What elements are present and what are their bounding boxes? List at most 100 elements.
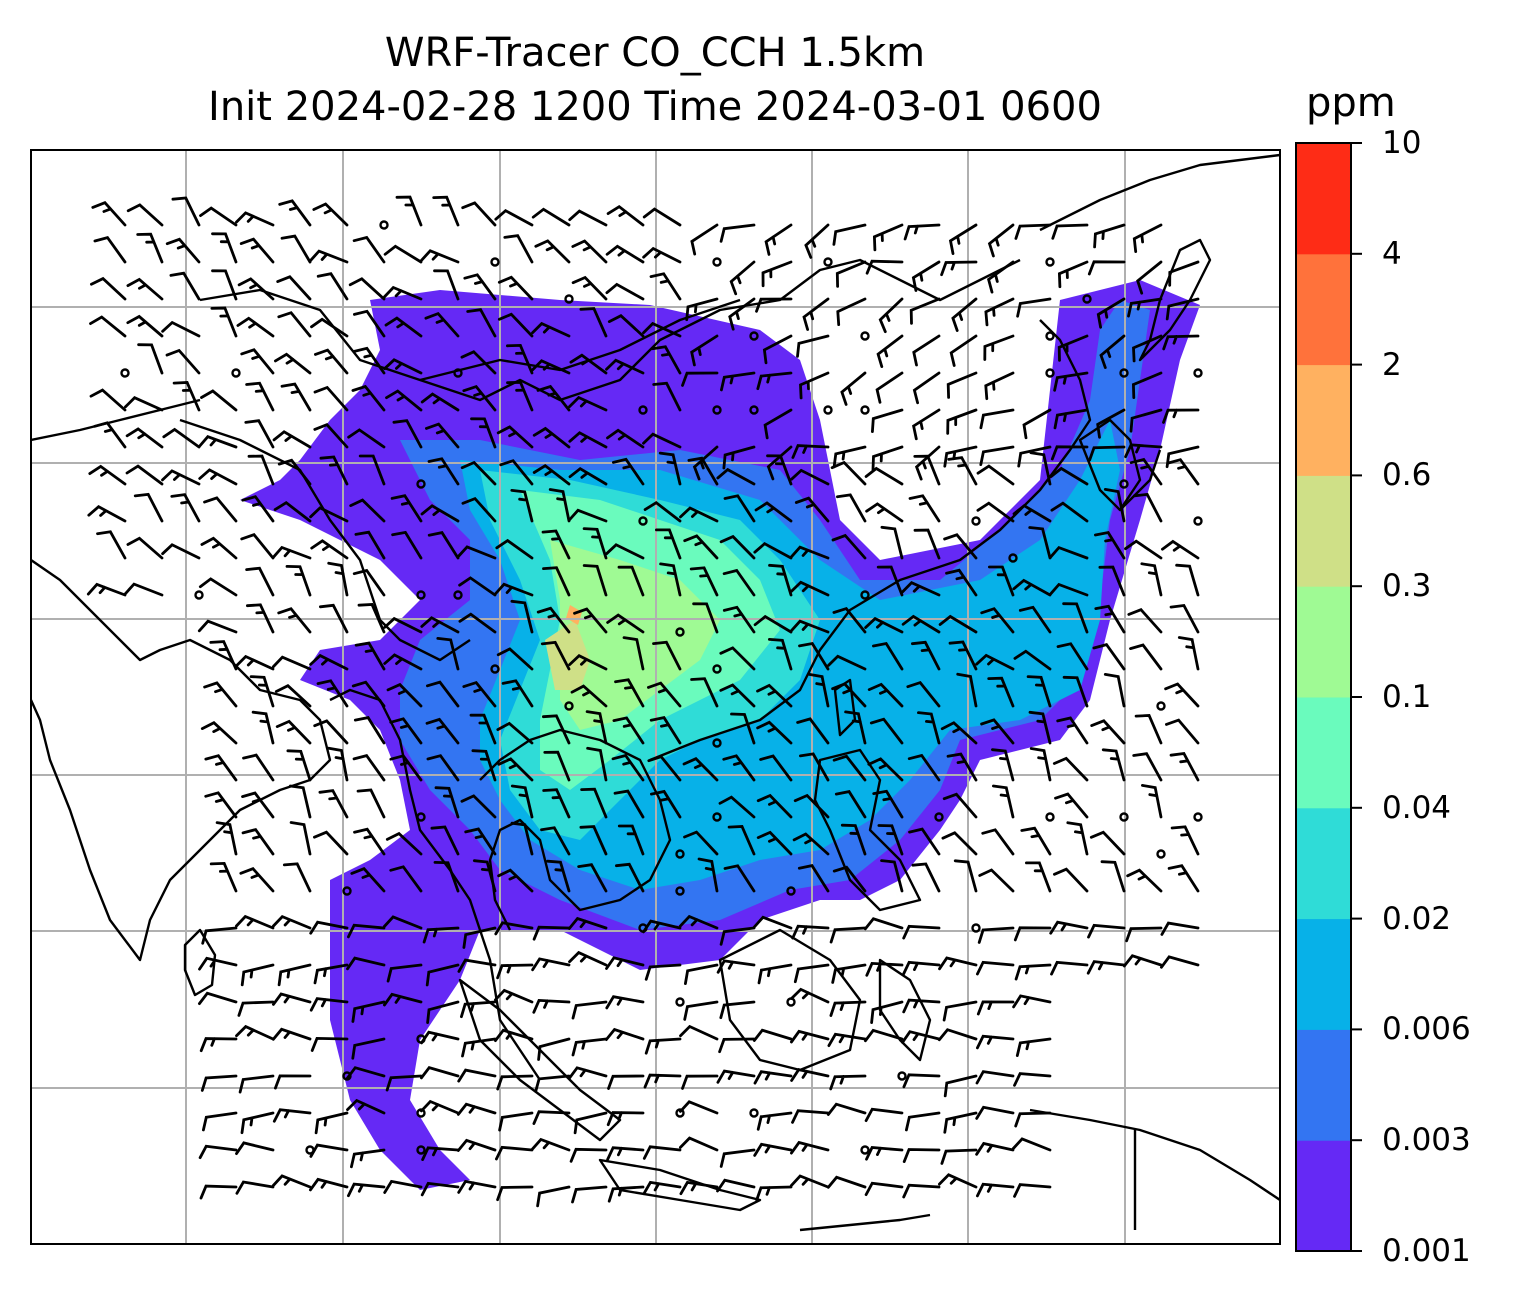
wind-barb bbox=[986, 260, 1015, 294]
wind-barb bbox=[209, 640, 238, 671]
wind-barb bbox=[469, 713, 497, 745]
wind-barb bbox=[531, 957, 571, 972]
wind-barb bbox=[162, 427, 201, 449]
wind-barb bbox=[659, 562, 682, 597]
wind-barb bbox=[1165, 297, 1200, 321]
calm-wind-marker bbox=[675, 886, 685, 896]
colorbar-tick-label: 0.003 bbox=[1382, 1122, 1471, 1159]
wind-barb bbox=[728, 297, 756, 331]
wind-barb bbox=[314, 348, 349, 375]
wind-barb bbox=[912, 408, 941, 441]
wind-barb bbox=[687, 456, 719, 486]
wind-barb bbox=[690, 677, 719, 708]
wind-barb bbox=[948, 223, 978, 255]
wind-barb bbox=[807, 673, 830, 708]
wind-barb bbox=[433, 269, 460, 301]
wind-barb bbox=[170, 493, 201, 523]
wind-barb bbox=[497, 275, 534, 301]
wind-barb bbox=[542, 714, 571, 745]
calm-wind-marker bbox=[675, 849, 685, 859]
wind-barb bbox=[1166, 458, 1200, 486]
wind-barb bbox=[239, 237, 275, 264]
wind-barb bbox=[494, 988, 534, 1004]
wind-barb bbox=[722, 605, 756, 634]
wind-barb bbox=[652, 640, 682, 671]
wind-barb bbox=[568, 467, 608, 486]
wind-barb bbox=[235, 914, 275, 930]
wind-barb bbox=[353, 827, 386, 856]
calm-wind-marker bbox=[675, 997, 685, 1007]
wind-barb bbox=[313, 719, 349, 745]
wind-barb bbox=[832, 865, 867, 893]
wind-barb bbox=[352, 754, 386, 782]
calm-wind-marker bbox=[749, 405, 759, 415]
wind-barb bbox=[611, 753, 645, 782]
wind-barb bbox=[987, 223, 1015, 258]
wind-barb bbox=[310, 317, 349, 338]
wind-barb bbox=[683, 830, 719, 856]
wind-barb bbox=[209, 861, 238, 893]
wind-barb bbox=[389, 865, 423, 893]
wind-barb bbox=[871, 445, 904, 471]
wind-barb bbox=[349, 498, 386, 523]
wind-barb bbox=[237, 1000, 275, 1017]
wind-barb bbox=[789, 545, 830, 560]
wind-barb bbox=[472, 859, 497, 893]
wind-barb bbox=[241, 828, 275, 856]
wind-barb bbox=[605, 956, 645, 970]
wind-barb bbox=[617, 565, 645, 597]
wind-barb bbox=[571, 275, 608, 301]
calm-wind-marker bbox=[638, 405, 648, 415]
wind-barb bbox=[913, 528, 941, 560]
wind-barb bbox=[1053, 408, 1089, 430]
wind-barb bbox=[790, 1029, 830, 1044]
calm-wind-marker bbox=[860, 590, 870, 600]
wind-barb bbox=[1062, 675, 1089, 708]
calm-wind-marker bbox=[120, 368, 130, 378]
wind-barb bbox=[794, 496, 830, 523]
wind-barb bbox=[460, 350, 497, 375]
wind-barb bbox=[716, 959, 756, 974]
wind-barb bbox=[426, 754, 460, 782]
calm-wind-marker bbox=[749, 1108, 759, 1118]
wind-barb bbox=[906, 680, 941, 708]
wind-barb bbox=[901, 581, 941, 597]
wind-barb bbox=[573, 607, 608, 634]
wind-barb bbox=[348, 277, 386, 301]
wind-barb bbox=[878, 297, 904, 334]
wind-barb bbox=[426, 680, 460, 708]
wind-barb bbox=[790, 1140, 830, 1155]
wind-barb bbox=[197, 435, 238, 449]
wind-barb bbox=[457, 1068, 497, 1083]
wind-barb bbox=[277, 607, 312, 634]
wind-barb bbox=[541, 529, 571, 560]
wind-barb bbox=[204, 791, 238, 819]
calm-wind-marker bbox=[638, 516, 648, 526]
wind-barb bbox=[237, 277, 275, 301]
wind-barb bbox=[585, 710, 608, 745]
wind-barb bbox=[756, 720, 793, 745]
wind-barb bbox=[753, 614, 793, 634]
wind-barb bbox=[607, 1185, 645, 1203]
calm-wind-marker bbox=[1045, 812, 1055, 822]
calm-wind-marker bbox=[712, 812, 722, 822]
wind-barb bbox=[316, 272, 349, 301]
wind-barb bbox=[979, 445, 1015, 466]
colorbar-segment bbox=[1296, 253, 1351, 366]
wind-barb bbox=[240, 533, 275, 560]
wind-barb bbox=[755, 1185, 793, 1202]
wind-barb bbox=[1012, 504, 1052, 523]
wind-barb bbox=[642, 432, 682, 449]
wind-barb bbox=[436, 637, 460, 671]
wind-barb bbox=[242, 753, 275, 782]
wind-barb bbox=[238, 1074, 275, 1094]
wind-barb bbox=[719, 683, 756, 708]
wind-barb bbox=[460, 1000, 497, 1019]
calm-wind-marker bbox=[1119, 812, 1129, 822]
calm-wind-marker bbox=[416, 1145, 426, 1155]
wind-barb bbox=[792, 832, 830, 856]
wind-barb bbox=[471, 749, 497, 782]
wind-barb bbox=[649, 716, 682, 745]
wind-barb bbox=[1087, 260, 1126, 276]
wind-barb bbox=[316, 679, 349, 708]
